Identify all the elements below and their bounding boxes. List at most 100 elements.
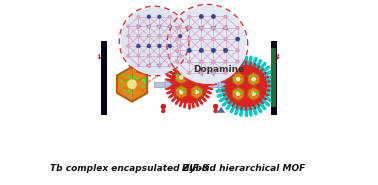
Polygon shape [146, 24, 151, 30]
Circle shape [142, 85, 144, 88]
Circle shape [236, 49, 239, 52]
Circle shape [192, 74, 194, 75]
Circle shape [122, 89, 125, 92]
Circle shape [126, 81, 128, 83]
Circle shape [187, 37, 191, 41]
Circle shape [168, 6, 246, 84]
Circle shape [128, 90, 130, 92]
Polygon shape [223, 48, 229, 54]
Circle shape [128, 85, 130, 88]
Circle shape [137, 64, 140, 67]
Polygon shape [157, 44, 162, 49]
Circle shape [147, 54, 150, 57]
Circle shape [236, 77, 240, 81]
Circle shape [240, 79, 242, 81]
Circle shape [251, 77, 256, 81]
Circle shape [195, 74, 197, 76]
Polygon shape [136, 24, 141, 29]
Circle shape [194, 90, 199, 94]
Circle shape [147, 15, 151, 19]
Circle shape [158, 35, 161, 38]
Circle shape [236, 26, 239, 29]
Circle shape [200, 49, 203, 52]
Circle shape [240, 93, 242, 95]
Polygon shape [167, 23, 172, 28]
Circle shape [137, 54, 140, 57]
Circle shape [136, 44, 141, 48]
Polygon shape [146, 63, 151, 68]
Circle shape [251, 92, 253, 94]
Text: Hybrid hierarchical MOF: Hybrid hierarchical MOF [183, 164, 306, 173]
Circle shape [187, 15, 191, 18]
Circle shape [178, 78, 180, 80]
Circle shape [187, 48, 192, 53]
Circle shape [253, 74, 254, 76]
Circle shape [179, 25, 182, 28]
Circle shape [147, 35, 150, 38]
Circle shape [158, 64, 161, 67]
Circle shape [254, 91, 256, 93]
Circle shape [235, 37, 240, 41]
Circle shape [187, 26, 191, 29]
Polygon shape [248, 73, 259, 86]
Polygon shape [210, 26, 216, 31]
Polygon shape [248, 87, 259, 100]
Circle shape [137, 45, 140, 47]
Circle shape [195, 72, 197, 74]
Circle shape [158, 54, 161, 57]
Circle shape [225, 65, 267, 107]
Polygon shape [222, 24, 228, 30]
Circle shape [212, 71, 215, 75]
Polygon shape [198, 25, 204, 31]
Circle shape [181, 90, 183, 92]
Polygon shape [276, 54, 280, 60]
Circle shape [179, 90, 184, 94]
Circle shape [236, 60, 239, 63]
Polygon shape [146, 43, 152, 48]
Bar [271, 48, 276, 107]
Circle shape [212, 37, 215, 41]
Circle shape [168, 64, 171, 67]
Circle shape [157, 15, 161, 19]
Circle shape [168, 44, 172, 48]
Circle shape [120, 80, 123, 83]
Circle shape [127, 35, 129, 38]
Circle shape [224, 49, 227, 52]
Circle shape [147, 15, 150, 18]
Circle shape [251, 82, 252, 84]
Circle shape [122, 74, 124, 76]
Circle shape [194, 80, 195, 82]
Circle shape [211, 48, 216, 53]
Circle shape [236, 91, 240, 96]
Polygon shape [271, 41, 277, 115]
Circle shape [249, 75, 251, 77]
Circle shape [200, 71, 203, 75]
Circle shape [224, 15, 227, 18]
Circle shape [234, 91, 236, 93]
Circle shape [251, 93, 253, 95]
Circle shape [130, 92, 132, 95]
Polygon shape [156, 63, 162, 69]
Polygon shape [165, 80, 172, 89]
Circle shape [178, 89, 180, 91]
Circle shape [127, 54, 129, 57]
Circle shape [120, 7, 188, 75]
Circle shape [177, 75, 179, 76]
Polygon shape [175, 71, 187, 84]
Polygon shape [154, 82, 165, 87]
Circle shape [212, 49, 215, 52]
Circle shape [224, 26, 227, 29]
Circle shape [200, 37, 203, 41]
Circle shape [194, 90, 196, 92]
Circle shape [212, 26, 215, 29]
Circle shape [221, 61, 271, 111]
Circle shape [133, 79, 135, 82]
Circle shape [224, 71, 227, 75]
Circle shape [200, 60, 203, 63]
Circle shape [187, 49, 191, 52]
Circle shape [157, 44, 161, 48]
Circle shape [183, 77, 185, 79]
Circle shape [254, 80, 256, 82]
Polygon shape [175, 85, 187, 99]
Polygon shape [211, 48, 217, 54]
